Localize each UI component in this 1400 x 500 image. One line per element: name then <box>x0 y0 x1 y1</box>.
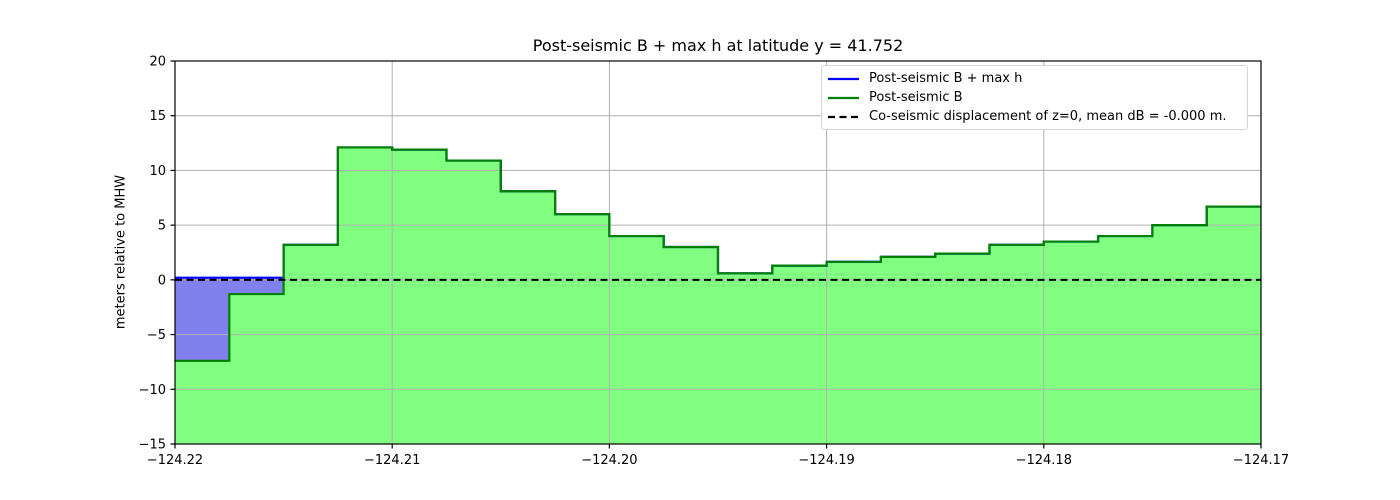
y-tick-label: 15 <box>149 109 166 124</box>
x-tick-label: −124.19 <box>798 453 854 468</box>
y-tick-label: 5 <box>158 219 166 234</box>
y-tick-label: 0 <box>158 273 166 288</box>
legend-label: Co-seismic displacement of z=0, mean dB … <box>869 109 1227 124</box>
y-tick-label: 20 <box>149 55 166 70</box>
legend-item: Post-seismic B + max h <box>828 70 1241 88</box>
legend-line-sample <box>828 115 859 118</box>
x-tick-label: −124.22 <box>147 453 203 468</box>
step-line-b <box>175 146 1261 362</box>
legend-line-sample <box>828 96 859 99</box>
legend-label: Post-seismic B + max h <box>869 71 1023 86</box>
legend: Post-seismic B + max h Post-seismic B Co-s… <box>821 65 1248 130</box>
x-tick-label: −124.21 <box>364 453 420 468</box>
chart-title: Post-seismic B + max h at latitude y = 4… <box>532 36 904 55</box>
x-tick-label: −124.20 <box>581 453 637 468</box>
legend-item: Co-seismic displacement of z=0, mean dB … <box>828 108 1241 126</box>
x-tick-label: −124.18 <box>1016 453 1072 468</box>
x-tick-label: −124.17 <box>1233 453 1289 468</box>
legend-line-sample <box>828 77 859 80</box>
y-tick-label: −15 <box>139 438 166 453</box>
legend-item: Post-seismic B <box>828 89 1241 107</box>
legend-label: Post-seismic B <box>869 90 963 105</box>
y-tick-label: −10 <box>139 383 166 398</box>
axes-frame <box>174 60 1262 445</box>
y-tick-label: 10 <box>149 164 166 179</box>
y-tick-label: −5 <box>147 328 166 343</box>
area-fill-b <box>175 147 1261 444</box>
